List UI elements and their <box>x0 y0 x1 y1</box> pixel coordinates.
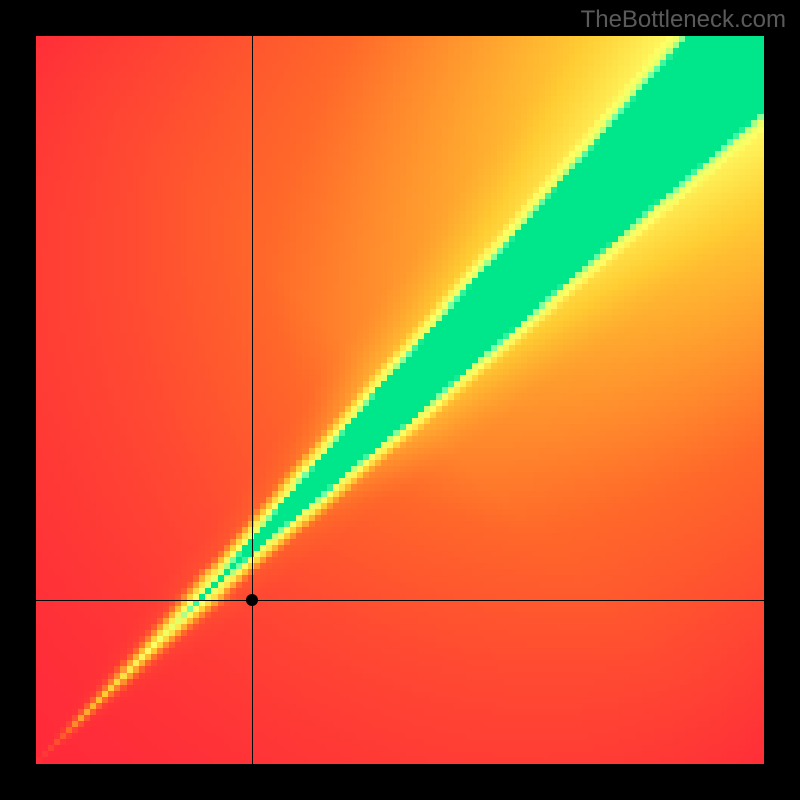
crosshair-horizontal <box>36 600 764 601</box>
crosshair-vertical <box>252 36 253 764</box>
watermark-text: TheBottleneck.com <box>581 6 786 34</box>
heatmap-chart <box>36 36 764 764</box>
marker-dot <box>246 594 258 606</box>
heatmap-canvas <box>36 36 764 764</box>
